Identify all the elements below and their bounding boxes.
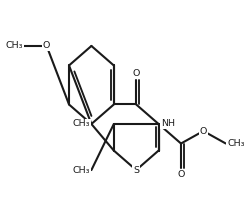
Text: O: O (200, 127, 207, 135)
Text: CH₃: CH₃ (72, 165, 90, 175)
Text: CH₃: CH₃ (72, 119, 90, 129)
Text: S: S (133, 165, 139, 175)
Text: O: O (132, 69, 140, 78)
Text: O: O (177, 170, 185, 179)
Text: CH₃: CH₃ (5, 41, 23, 51)
Text: CH₃: CH₃ (227, 139, 245, 148)
Text: O: O (43, 41, 50, 51)
Text: NH: NH (161, 119, 175, 129)
